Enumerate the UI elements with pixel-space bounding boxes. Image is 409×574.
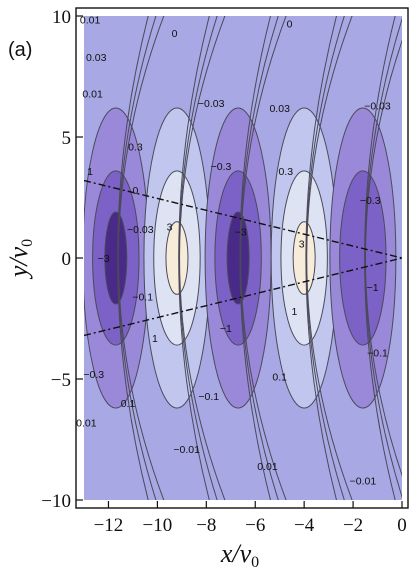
- contour-arc-0-3: [117, 16, 165, 500]
- contour-label-6: −0.03: [127, 224, 154, 236]
- contour-label-7: −3: [98, 253, 110, 265]
- contour-label-15: −0.03: [198, 98, 225, 110]
- contour-blob-4-level-1: [339, 170, 387, 346]
- y-axis-label: y/v0: [4, 239, 36, 280]
- contour-layer: [84, 16, 402, 500]
- x-tick-label-6: 0: [397, 515, 407, 536]
- y-axis-ticks: −10 −5 0 5 10: [41, 7, 83, 512]
- contour-label-18: −1: [220, 323, 232, 335]
- contour-label-21: 0.01: [257, 461, 278, 473]
- contour-arc-1-3: [179, 16, 226, 500]
- y-tick-label-3: 5: [62, 128, 72, 149]
- y-tick-label-4: 10: [52, 7, 71, 28]
- x-tick-label-1: −10: [143, 515, 173, 536]
- contour-label-31: −0.1: [367, 347, 388, 359]
- contour-label-16: −0.3: [211, 161, 232, 173]
- contour-label-13: 0.01: [76, 418, 97, 430]
- contour-label-0: 0.01: [80, 15, 101, 27]
- dashed-lines: [84, 179, 402, 337]
- contour-label-17: −3: [235, 226, 247, 238]
- contour-blob-0-level-2: [104, 211, 128, 305]
- contour-label-32: −0.01: [350, 476, 377, 488]
- y-tick-label-1: −5: [51, 370, 71, 391]
- contour-label-30: −1: [367, 282, 379, 294]
- contour-label-29: −0.3: [360, 195, 381, 207]
- y-tick-label-0: −10: [41, 491, 71, 512]
- dashed-line-1: [84, 257, 402, 337]
- contour-label-11: −0.3: [83, 369, 104, 381]
- contour-label-8: 3: [167, 222, 173, 234]
- contour-label-5: 0: [132, 185, 138, 197]
- contour-label-27: 0: [287, 18, 293, 30]
- contour-label-10: 1: [152, 333, 158, 345]
- x-tick-label-2: −8: [196, 515, 216, 536]
- contour-arc-4-3: [365, 39, 402, 477]
- x-tick-label-5: −2: [343, 515, 363, 536]
- contour-label-19: −0.1: [198, 391, 219, 403]
- contour-label-2: 0.01: [82, 88, 103, 100]
- panel-label: (a): [8, 39, 32, 61]
- contour-arc-3-3: [306, 16, 353, 500]
- x-tick-label-3: −6: [245, 515, 265, 536]
- contour-label-3: 0.3: [128, 142, 143, 154]
- plot-area: 0.01 0.03 0.01 0.3 1 0 −0.03 −3 3 −0.1 1 −0.3 0.1 0.0…: [76, 15, 402, 500]
- contour-label-22: 0.1: [272, 372, 287, 384]
- x-tick-label-0: −12: [94, 515, 124, 536]
- contour-arc-2-3: [240, 16, 287, 500]
- contour-label-20: −0.01: [173, 444, 200, 456]
- contour-label-26: 1: [291, 306, 297, 318]
- contour-blob-2-level-2: [226, 211, 250, 305]
- contour-label-4: 1: [87, 166, 93, 178]
- contour-label-9: −0.1: [132, 292, 153, 304]
- contour-blob-3-level-2: [292, 221, 316, 295]
- contour-label-12: 0.1: [121, 398, 136, 410]
- contour-label-28: −0.03: [364, 101, 391, 113]
- contour-label-25: 3: [299, 239, 305, 251]
- contour-label-14: 0: [172, 28, 178, 40]
- contour-blob-1-level-2: [165, 221, 189, 295]
- contour-labels: 0.01 0.03 0.01 0.3 1 0 −0.03 −3 3 −0.1 1 −0.3 0.1 0.0…: [76, 15, 391, 488]
- x-tick-label-4: −4: [294, 515, 315, 536]
- y-tick-label-2: 0: [62, 249, 72, 270]
- contour-label-1: 0.03: [86, 52, 107, 64]
- contour-label-23: 0.03: [269, 103, 290, 115]
- x-axis-label: x/v0: [220, 539, 259, 571]
- contour-label-24: 0.3: [278, 166, 293, 178]
- dashed-line-0: [84, 179, 402, 259]
- x-axis-ticks: −12 −10 −8 −6 −4 −2 0: [94, 501, 407, 536]
